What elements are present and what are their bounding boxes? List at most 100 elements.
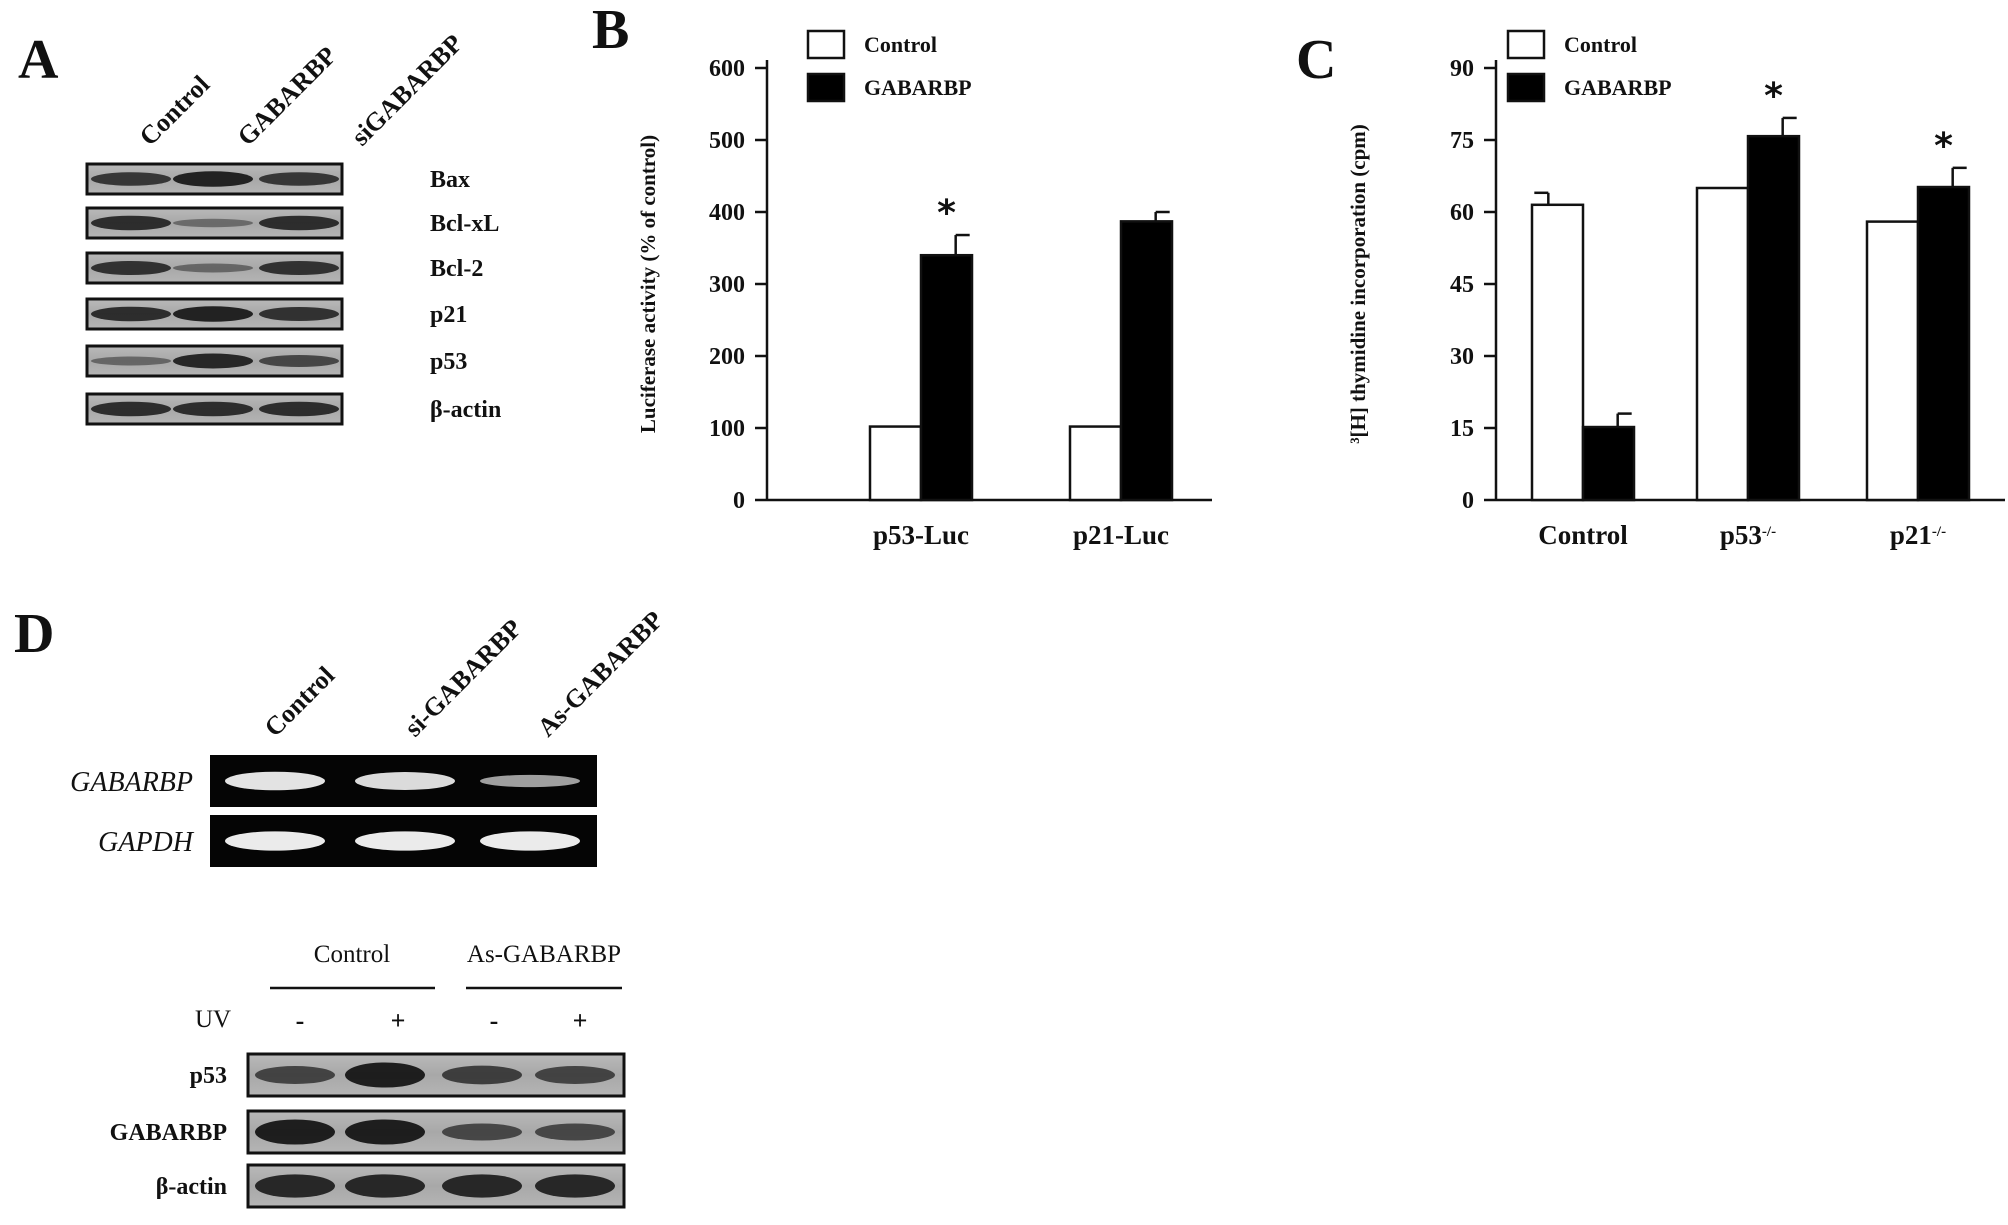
gel-lane-label: As-GABARBP: [532, 605, 669, 742]
panel-letter-d: D: [14, 603, 54, 665]
bar: [1068, 425, 1123, 502]
legend-swatch: [806, 72, 846, 103]
blot-band: [255, 1174, 335, 1198]
panel-letter-b: B: [592, 0, 629, 61]
group-label-control: Control: [314, 941, 390, 968]
x-tick-label: p21-/-: [1890, 520, 1946, 550]
bar: [1746, 134, 1801, 502]
gel-band: [225, 831, 325, 851]
blot-band: [91, 356, 171, 366]
legend-label: GABARBP: [864, 75, 972, 100]
blot-label: Bcl-2: [430, 256, 483, 282]
x-tick-label: p53-Luc: [873, 520, 969, 550]
legend-label: Control: [1564, 32, 1637, 57]
y-tick-label: 45: [1450, 272, 1474, 298]
gel-band: [480, 831, 580, 851]
blot-label: β-actin: [156, 1174, 227, 1200]
bar: [1581, 425, 1636, 502]
x-tick-label-superscript: -/-: [1932, 524, 1946, 540]
y-tick-label: 0: [733, 488, 745, 514]
gel-band: [355, 831, 455, 851]
blot-band: [173, 306, 253, 322]
legend-swatch: [1506, 72, 1546, 103]
bar: [1865, 220, 1920, 502]
blot-band: [173, 171, 253, 187]
bar: [868, 425, 923, 502]
significance-marker: *: [1764, 76, 1783, 117]
blot-band: [91, 215, 171, 231]
x-tick-label: Control: [1538, 520, 1628, 550]
x-tick-label-text: p53: [1720, 520, 1762, 550]
y-tick-label: 100: [709, 416, 745, 442]
y-tick-label: 600: [709, 56, 745, 82]
y-axis-title: ³[H] thymidine incorporation (cpm): [1346, 124, 1370, 444]
blot-label: p21: [430, 302, 467, 328]
blot-band: [255, 1119, 335, 1145]
y-tick-label: 30: [1450, 344, 1474, 370]
legend-label: GABARBP: [1564, 75, 1672, 100]
blot-label: Bax: [430, 167, 470, 193]
blot-band: [91, 306, 171, 322]
y-tick-label: 90: [1450, 56, 1474, 82]
bar: [919, 253, 974, 502]
blot-label: β-actin: [430, 397, 501, 423]
bar: [1916, 185, 1971, 502]
y-tick-label: 300: [709, 272, 745, 298]
uv-sign: +: [391, 1006, 406, 1035]
blot-band: [345, 1174, 425, 1198]
blot-band: [91, 401, 171, 417]
blot-label: Bcl-xL: [430, 211, 499, 237]
bar: [1119, 220, 1174, 502]
y-tick-label: 500: [709, 128, 745, 154]
blot-band: [259, 172, 339, 186]
panel-letter-c: C: [1296, 29, 1336, 91]
blot-band: [255, 1066, 335, 1084]
gel-lane-label: si-GABARBP: [399, 613, 528, 742]
blot-band: [442, 1174, 522, 1198]
significance-marker: *: [937, 193, 956, 234]
blot-band: [259, 215, 339, 231]
x-tick-label-text: p21-Luc: [1073, 520, 1169, 550]
y-tick-label: 400: [709, 200, 745, 226]
uv-sign: +: [573, 1006, 588, 1035]
gel-band: [480, 774, 580, 788]
panel-letter-a: A: [18, 29, 59, 91]
panel-d: Control si-GABARBP As-GABARBP GABARBP GAP…: [70, 605, 669, 1209]
bar: [1695, 186, 1750, 502]
blot-band: [535, 1123, 615, 1141]
lane-label: Control: [134, 70, 215, 151]
gel-row-label: GABARBP: [70, 767, 193, 798]
lane-label: siGABARBP: [346, 29, 469, 152]
blot-label: GABARBP: [110, 1120, 227, 1146]
blot-band: [535, 1066, 615, 1084]
y-tick-label: 200: [709, 344, 745, 370]
panel-c-thymidine-chart: 0 15 30 45 60 75 90 ³[H] thymidine incorporatio…: [1346, 29, 2005, 550]
y-tick-label: 0: [1462, 488, 1474, 514]
group-label-as-gabarbp: As-GABARBP: [467, 941, 621, 968]
uv-sign: -: [490, 1006, 499, 1035]
legend-swatch: [1506, 29, 1546, 60]
y-tick-label: 60: [1450, 200, 1474, 226]
uv-label: UV: [195, 1006, 231, 1033]
lane-label: GABARBP: [232, 41, 342, 151]
x-tick-label-text: p53-Luc: [873, 520, 969, 550]
blot-band: [173, 401, 253, 417]
gel-band: [225, 771, 325, 791]
gel-row-label: GAPDH: [98, 827, 195, 858]
blot-label: p53: [190, 1063, 227, 1089]
legend-label: Control: [864, 32, 937, 57]
blot-band: [345, 1062, 425, 1088]
gel-band: [355, 772, 455, 790]
gel-lane-label: Control: [259, 661, 340, 742]
blot-band: [259, 307, 339, 321]
blot-band: [173, 218, 253, 228]
blot-band: [535, 1174, 615, 1198]
blot-band: [442, 1065, 522, 1085]
blot-band: [259, 401, 339, 417]
blot-band: [259, 355, 339, 367]
blot-band: [345, 1119, 425, 1145]
uv-sign: -: [296, 1006, 305, 1035]
blot-band: [91, 172, 171, 186]
y-tick-label: 15: [1450, 416, 1474, 442]
